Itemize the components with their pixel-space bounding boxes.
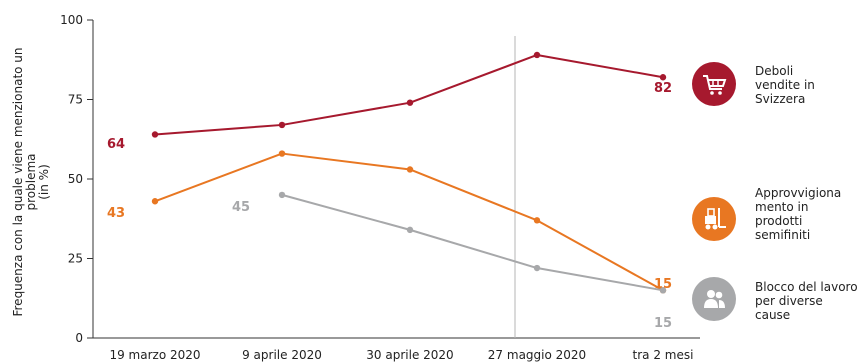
legend-label: mento in	[755, 200, 808, 214]
legend-label: Approvvigiona	[755, 186, 841, 200]
data-label: 15	[654, 277, 672, 292]
axes: 0 25 50 75 100 19 marzo 2020 9 aprile 2020 30 a…	[60, 13, 700, 362]
forklift-wheel	[705, 224, 711, 230]
y-tick-label: 25	[68, 252, 83, 266]
data-label: 64	[107, 137, 125, 152]
series-1: 43 15	[107, 150, 672, 294]
data-point	[406, 166, 414, 173]
forklift-wheel	[712, 224, 718, 230]
y-axis-title-line: (in %)	[37, 164, 51, 200]
data-point	[659, 287, 667, 294]
legend-label: vendite in	[755, 78, 815, 92]
series-0: 64 82	[107, 51, 672, 152]
x-tick-label: tra 2 mesi	[633, 348, 694, 362]
person-head	[715, 291, 723, 299]
legend-marker	[692, 277, 736, 321]
y-tick-label: 75	[68, 93, 83, 107]
series-line	[154, 152, 664, 292]
data-label: 82	[654, 81, 672, 96]
person-body	[719, 300, 725, 308]
data-point	[278, 150, 286, 157]
y-axis-title-line: problema	[24, 153, 38, 210]
y-axis-title: Frequenza con la quale viene menzionato …	[11, 47, 51, 316]
x-tick-label: 27 maggio 2020	[488, 348, 586, 362]
series-2: 45 15	[232, 191, 672, 331]
data-label: 43	[107, 206, 125, 221]
data-point	[406, 99, 414, 106]
shopping-cart-icon	[703, 75, 727, 95]
y-tick-label: 100	[60, 13, 83, 27]
legend-marker	[692, 62, 736, 106]
y-tick-label: 50	[68, 172, 83, 186]
data-point	[533, 51, 541, 59]
y-axis-title-line: Frequenza con la quale viene menzionato …	[11, 47, 25, 316]
cart-wheel	[710, 91, 714, 95]
forklift-cab	[707, 208, 715, 217]
data-point	[278, 191, 286, 199]
data-label: 15	[654, 316, 672, 331]
series-layer: 64 82 43 15 45 15	[107, 51, 672, 331]
forklift-icon	[705, 208, 726, 230]
cart-wheel	[718, 91, 722, 95]
legend-label: Blocco del lavoro	[755, 280, 858, 294]
legend-label: Svizzera	[755, 92, 805, 106]
data-point	[533, 217, 541, 224]
cart-body	[703, 75, 727, 90]
legend-label: prodotti	[755, 214, 802, 228]
data-label: 45	[232, 200, 250, 215]
data-point	[533, 264, 541, 272]
data-point	[659, 74, 667, 81]
x-tick-label: 9 aprile 2020	[242, 348, 322, 362]
y-tick-label: 0	[75, 331, 83, 345]
person-head	[707, 290, 715, 298]
y-axis-title-group: Frequenza con la quale viene menzionato …	[11, 47, 51, 316]
person-body	[704, 299, 718, 308]
data-point	[278, 121, 286, 129]
legend-label: per diverse	[755, 294, 823, 308]
data-point	[151, 131, 159, 138]
series-line	[281, 193, 664, 292]
legend-label: Deboli	[755, 64, 793, 78]
data-point	[151, 198, 159, 205]
legend-label: semifiniti	[755, 228, 810, 242]
x-tick-label: 30 aprile 2020	[366, 348, 453, 362]
forklift-body	[705, 216, 716, 224]
people-icon	[704, 290, 725, 308]
series-line	[154, 53, 664, 136]
x-tick-label: 19 marzo 2020	[109, 348, 200, 362]
data-point	[406, 226, 414, 234]
legend-label: cause	[755, 308, 790, 322]
